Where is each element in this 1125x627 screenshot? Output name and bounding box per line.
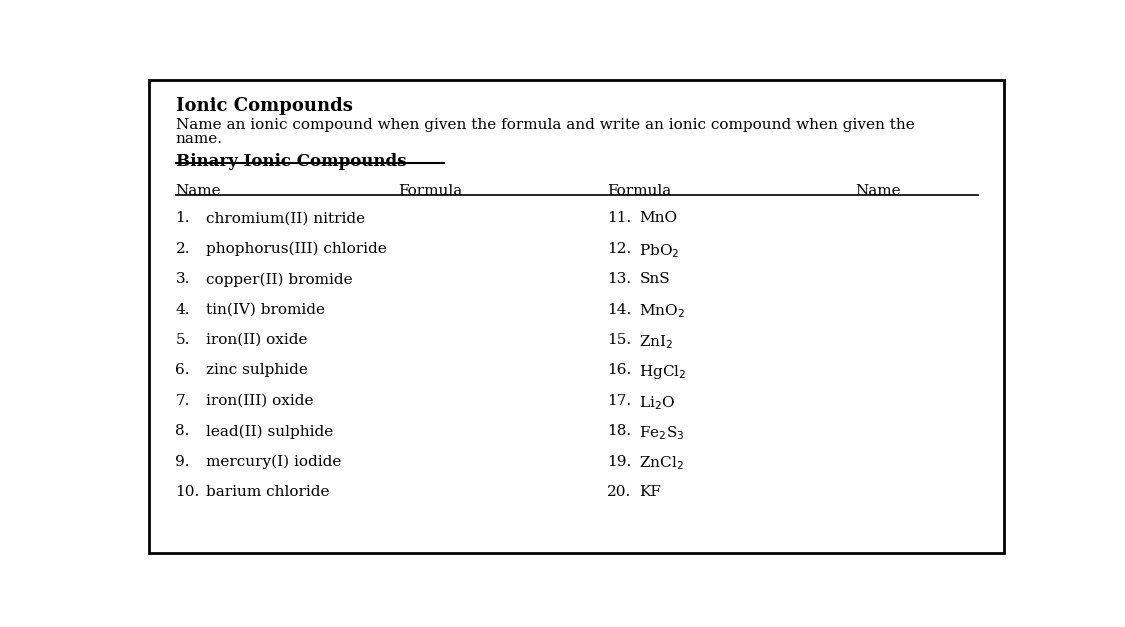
Text: 20.: 20. (608, 485, 631, 499)
Text: Ionic Compounds: Ionic Compounds (176, 97, 352, 115)
FancyBboxPatch shape (150, 80, 1004, 553)
Text: 2.: 2. (176, 242, 190, 256)
Text: Name an ionic compound when given the formula and write an ionic compound when g: Name an ionic compound when given the fo… (176, 118, 915, 132)
Text: lead(II) sulphide: lead(II) sulphide (206, 424, 333, 439)
Text: 8.: 8. (176, 424, 190, 438)
Text: barium chloride: barium chloride (206, 485, 330, 499)
Text: phophorus(III) chloride: phophorus(III) chloride (206, 242, 387, 256)
Text: 12.: 12. (608, 242, 631, 256)
Text: Name: Name (856, 184, 901, 198)
Text: 14.: 14. (608, 303, 631, 317)
Text: 16.: 16. (608, 364, 631, 377)
Text: 19.: 19. (608, 455, 631, 469)
Text: KF: KF (639, 485, 661, 499)
Text: 5.: 5. (176, 333, 190, 347)
Text: ZnI$_2$: ZnI$_2$ (639, 333, 674, 350)
Text: 6.: 6. (176, 364, 190, 377)
Text: Fe$_2$S$_3$: Fe$_2$S$_3$ (639, 424, 685, 442)
Text: name.: name. (176, 132, 223, 146)
Text: mercury(I) iodide: mercury(I) iodide (206, 455, 341, 469)
Text: 17.: 17. (608, 394, 631, 408)
Text: 10.: 10. (176, 485, 200, 499)
Text: PbO$_2$: PbO$_2$ (639, 242, 679, 260)
Text: SnS: SnS (639, 272, 670, 286)
Text: Formula: Formula (398, 184, 462, 198)
Text: 18.: 18. (608, 424, 631, 438)
Text: 7.: 7. (176, 394, 190, 408)
Text: 3.: 3. (176, 272, 190, 286)
Text: MnO: MnO (639, 211, 677, 225)
Text: iron(III) oxide: iron(III) oxide (206, 394, 314, 408)
Text: Binary Ionic Compounds: Binary Ionic Compounds (176, 154, 406, 171)
Text: 1.: 1. (176, 211, 190, 225)
Text: zinc sulphide: zinc sulphide (206, 364, 308, 377)
Text: 13.: 13. (608, 272, 631, 286)
Text: tin(IV) bromide: tin(IV) bromide (206, 303, 325, 317)
Text: Li$_2$O: Li$_2$O (639, 394, 675, 411)
Text: copper(II) bromide: copper(II) bromide (206, 272, 352, 287)
Text: ZnCl$_2$: ZnCl$_2$ (639, 455, 684, 472)
Text: HgCl$_2$: HgCl$_2$ (639, 364, 686, 381)
Text: 11.: 11. (608, 211, 631, 225)
Text: iron(II) oxide: iron(II) oxide (206, 333, 307, 347)
Text: 9.: 9. (176, 455, 190, 469)
Text: 4.: 4. (176, 303, 190, 317)
Text: chromium(II) nitride: chromium(II) nitride (206, 211, 366, 225)
Text: Formula: Formula (608, 184, 672, 198)
Text: Name: Name (176, 184, 222, 198)
Text: MnO$_2$: MnO$_2$ (639, 303, 685, 320)
Text: 15.: 15. (608, 333, 631, 347)
